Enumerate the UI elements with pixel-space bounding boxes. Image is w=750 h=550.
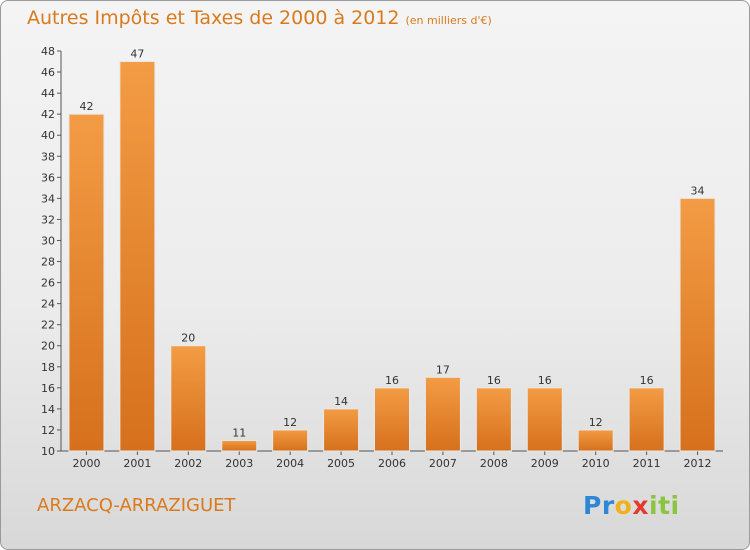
bar-2004 xyxy=(272,429,309,452)
bar-2006 xyxy=(374,387,410,452)
commune-name: ARZACQ-ARRAZIGUET xyxy=(37,495,236,516)
y-tick-label: 38 xyxy=(41,150,55,163)
logo-letter: x xyxy=(632,491,649,520)
y-tick-label: 44 xyxy=(41,87,55,100)
data-label: 12 xyxy=(283,416,297,429)
y-tick-label: 30 xyxy=(41,234,55,247)
x-tick-label: 2011 xyxy=(633,457,661,470)
y-tick-label: 22 xyxy=(41,319,55,332)
bar-2001 xyxy=(119,61,156,452)
bar-2002 xyxy=(170,345,207,452)
y-tick-label: 34 xyxy=(41,192,55,205)
bars xyxy=(68,61,716,452)
y-tick-label: 16 xyxy=(41,382,55,395)
chart-subtitle: (en milliers d'€) xyxy=(405,14,492,27)
y-tick-label: 18 xyxy=(41,361,55,374)
data-label: 16 xyxy=(640,374,654,387)
y-tick-label: 46 xyxy=(41,66,55,79)
x-tick-label: 2008 xyxy=(480,457,508,470)
y-tick-label: 40 xyxy=(41,129,55,142)
x-tick-label: 2010 xyxy=(582,457,610,470)
bar-2010 xyxy=(577,429,614,452)
y-tick-label: 24 xyxy=(41,298,55,311)
data-label: 20 xyxy=(181,332,195,345)
data-label: 16 xyxy=(538,374,552,387)
bar-2009 xyxy=(526,387,563,452)
logo-letter: i xyxy=(649,491,659,520)
data-label: 47 xyxy=(130,48,144,61)
labels: 2000 42 2001 47 2002 20 2003 11 2004 12 2005 14 2006… xyxy=(72,48,711,470)
logo-letter: r xyxy=(601,491,615,520)
data-label: 17 xyxy=(436,363,450,376)
x-tick-label: 2000 xyxy=(72,457,100,470)
x-tick-label: 2012 xyxy=(684,457,712,470)
y-tick-label: 42 xyxy=(41,108,55,121)
data-label: 11 xyxy=(232,426,246,439)
data-label: 12 xyxy=(589,416,603,429)
y-tick-label: 26 xyxy=(41,277,55,290)
x-tick-label: 2004 xyxy=(276,457,304,470)
data-label: 16 xyxy=(487,374,501,387)
data-label: 42 xyxy=(79,100,93,113)
proxiti-logo: Proxiti xyxy=(583,491,680,520)
chart-title-text: Autres Impôts et Taxes de 2000 à 2012 xyxy=(27,7,400,29)
data-label: 16 xyxy=(385,374,399,387)
bar-2005 xyxy=(323,408,360,452)
data-label: 14 xyxy=(334,395,348,408)
bar-2012 xyxy=(679,197,716,452)
y-tick-label: 28 xyxy=(41,256,55,269)
bar-2011 xyxy=(628,387,665,452)
logo-letter: o xyxy=(614,491,633,520)
y-tick-label: 36 xyxy=(41,171,55,184)
x-tick-label: 2007 xyxy=(429,457,457,470)
bar-2008 xyxy=(475,387,512,452)
y-tick-label: 20 xyxy=(41,340,55,353)
y-tick-label: 10 xyxy=(41,445,55,458)
logo-letter: t xyxy=(658,491,671,520)
data-label: 34 xyxy=(691,184,705,197)
y-tick-label: 48 xyxy=(41,45,55,58)
logo-letter: i xyxy=(670,491,680,520)
y-tick-label: 32 xyxy=(41,213,55,226)
x-tick-label: 2006 xyxy=(378,457,406,470)
x-tick-label: 2005 xyxy=(327,457,355,470)
y-tick-label: 12 xyxy=(41,424,55,437)
x-tick-label: 2009 xyxy=(531,457,559,470)
y-tick-label: 14 xyxy=(41,403,55,416)
bar-2000 xyxy=(68,113,105,452)
x-tick-label: 2002 xyxy=(174,457,202,470)
bar-2007 xyxy=(424,376,461,452)
logo-letter: P xyxy=(583,491,602,520)
x-tick-label: 2001 xyxy=(123,457,151,470)
chart-title: Autres Impôts et Taxes de 2000 à 2012 (en… xyxy=(27,7,492,29)
x-tick-label: 2003 xyxy=(225,457,253,470)
bar-2003 xyxy=(221,439,258,452)
